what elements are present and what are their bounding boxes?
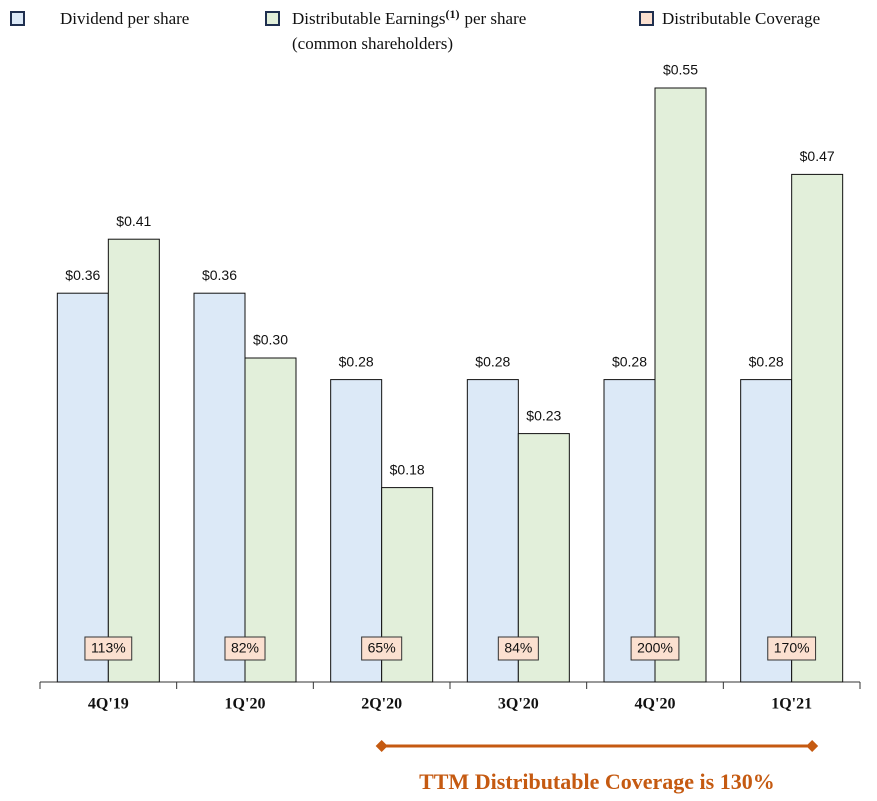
value-label: $0.30 [253, 332, 288, 348]
value-label: $0.28 [612, 353, 647, 369]
bar [466, 379, 519, 683]
value-label: $0.23 [526, 407, 561, 423]
legend-label-part: Distributable Earnings [292, 9, 445, 28]
bar [654, 87, 707, 683]
bar [193, 292, 246, 683]
value-label: $0.36 [65, 267, 100, 283]
value-label: $0.28 [749, 353, 784, 369]
coverage-box [224, 636, 266, 661]
x-tick-label: 2Q'20 [361, 696, 402, 713]
bar [740, 379, 793, 683]
x-tick-label: 3Q'20 [498, 696, 539, 713]
coverage-label: 65% [368, 640, 396, 656]
arrow-head [806, 740, 819, 752]
bar [56, 292, 109, 683]
bar [791, 173, 844, 683]
arrow-head [375, 740, 388, 752]
bar [244, 357, 297, 683]
value-label: $0.41 [116, 213, 151, 229]
x-tick-label: 1Q'20 [225, 696, 266, 713]
coverage-box [361, 636, 403, 661]
x-tick-label: 4Q'20 [635, 696, 676, 713]
legend-swatch [639, 11, 654, 26]
value-label: $0.55 [663, 62, 698, 78]
coverage-label: 113% [91, 640, 126, 656]
coverage-box [767, 636, 817, 661]
legend-swatch [265, 11, 280, 26]
legend-label-part: per share [464, 9, 526, 28]
coverage-label: 200% [637, 640, 673, 656]
legend-swatch [10, 11, 25, 26]
coverage-label: 84% [504, 640, 532, 656]
coverage-box [84, 636, 133, 661]
legend-label: Distributable Earnings(1) per share [292, 7, 526, 28]
coverage-box [497, 636, 539, 661]
value-label: $0.18 [390, 461, 425, 477]
coverage-label: 170% [774, 640, 810, 656]
coverage-box [630, 636, 680, 661]
legend-label: Dividend per share [60, 9, 189, 28]
x-tick-label: 4Q'19 [88, 696, 129, 713]
legend-note: (1) [445, 7, 459, 21]
x-tick-label: 1Q'21 [771, 696, 812, 713]
value-label: $0.28 [475, 353, 510, 369]
value-label: $0.28 [339, 353, 374, 369]
bar [107, 238, 160, 683]
legend-label-line2: (common shareholders) [292, 34, 453, 53]
coverage-label: 82% [231, 640, 259, 656]
value-label: $0.36 [202, 267, 237, 283]
legend-label: Distributable Coverage [662, 9, 820, 28]
value-label: $0.47 [800, 148, 835, 164]
annotation: TTM Distributable Coverage is 130% [419, 769, 775, 794]
